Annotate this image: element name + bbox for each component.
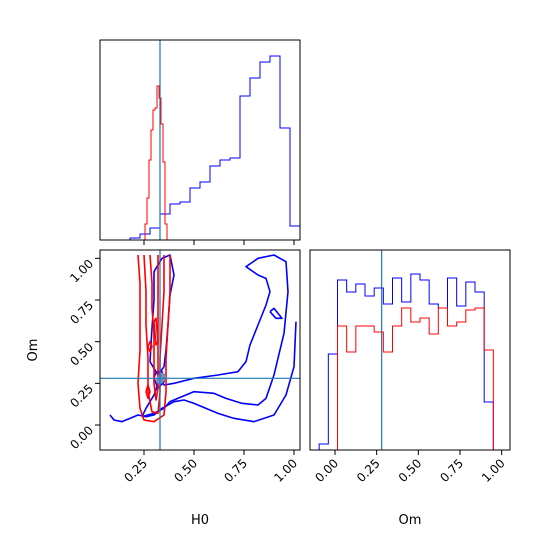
om-y-tick-label-3: 0.75 <box>67 298 96 327</box>
ticks-om-x-label-3: 0.75 <box>437 456 466 485</box>
sample-point-1 <box>158 372 166 381</box>
om-y-ticks: 0.00 0.25 0.50 0.75 1.00 <box>67 257 100 452</box>
contour-red-2 <box>149 254 159 401</box>
x-axis-label-om: Om <box>399 513 422 528</box>
h0-histogram-frame <box>99 39 301 241</box>
contour-frame <box>99 249 301 451</box>
h0-hist-blue <box>100 55 301 241</box>
contour-blue-2 <box>269 307 283 320</box>
ticks-2d-x-label-3: 1.00 <box>271 456 300 485</box>
contour-red-4 <box>147 340 153 353</box>
x-axis-label-h0: H0 <box>191 513 209 528</box>
h0-x-ticks: 0.25 0.50 0.75 1.00 <box>121 450 300 485</box>
contour-blue-0 <box>109 321 297 423</box>
om-histogram-frame <box>309 249 511 451</box>
om-x-ticks: 0.00 0.25 0.50 0.75 1.00 <box>312 450 508 485</box>
om-histograms <box>310 273 510 451</box>
contour-blue-1 <box>141 254 289 418</box>
h0-histogram-panel <box>99 39 301 245</box>
h0-histograms <box>100 55 301 241</box>
om-y-tick-label-4: 1.00 <box>67 257 96 286</box>
h0-top-panel-ticks <box>143 240 295 245</box>
ticks-2d-x-label-1: 0.50 <box>171 456 200 485</box>
contour-red-3 <box>153 317 159 346</box>
contour-blue-3 <box>149 254 175 376</box>
contour-red-5 <box>145 384 151 400</box>
om-histogram-panel: 0.00 0.25 0.50 0.75 1.00 Om <box>309 249 511 528</box>
ticks-om-x-label-2: 0.50 <box>396 456 425 485</box>
ticks-om-x-label-1: 0.25 <box>354 456 383 485</box>
y-axis-label-om: Om <box>26 339 41 362</box>
om-hist-red <box>310 307 510 451</box>
contour-lines <box>109 254 297 423</box>
om-y-tick-label-2: 0.50 <box>67 340 96 369</box>
h0-hist-red <box>143 85 169 241</box>
ticks-2d-x-label-0: 0.25 <box>121 456 150 485</box>
ticks-om-x-label-4: 1.00 <box>479 456 508 485</box>
om-y-tick-label-1: 0.25 <box>67 382 96 411</box>
contour-red-1 <box>143 254 165 415</box>
ticks-om-x-label-0: 0.00 <box>312 456 341 485</box>
h0-om-contour-panel: 0.25 0.50 0.75 1.00 0.00 0.25 0.50 0.75 1.00 H0… <box>26 249 301 528</box>
om-y-tick-label-0: 0.00 <box>67 423 96 452</box>
ticks-2d-x-label-2: 0.75 <box>221 456 250 485</box>
om-hist-blue <box>310 273 510 451</box>
contour-red-0 <box>137 254 171 423</box>
